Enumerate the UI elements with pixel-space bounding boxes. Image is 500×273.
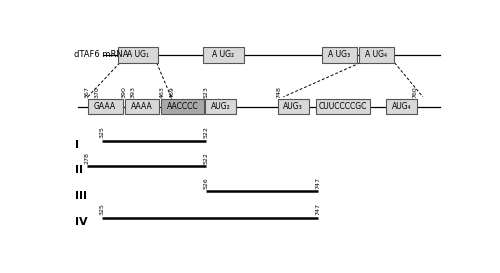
Text: A UG₁: A UG₁ bbox=[127, 50, 149, 59]
Text: I: I bbox=[75, 140, 79, 150]
FancyBboxPatch shape bbox=[203, 47, 243, 63]
Text: dTAF6 mRNA: dTAF6 mRNA bbox=[74, 50, 128, 59]
Text: 522: 522 bbox=[204, 152, 208, 164]
Text: 747: 747 bbox=[316, 203, 321, 215]
FancyBboxPatch shape bbox=[316, 99, 370, 114]
Text: GAAA: GAAA bbox=[94, 102, 116, 111]
FancyBboxPatch shape bbox=[118, 47, 158, 63]
Text: 370: 370 bbox=[95, 86, 100, 97]
FancyBboxPatch shape bbox=[124, 99, 160, 114]
Text: 469: 469 bbox=[170, 86, 174, 97]
Text: 325: 325 bbox=[100, 127, 105, 138]
Text: 393: 393 bbox=[131, 85, 136, 97]
Text: AUG₃: AUG₃ bbox=[283, 102, 303, 111]
Text: 390: 390 bbox=[121, 86, 126, 97]
Text: AACCCC: AACCCC bbox=[167, 102, 198, 111]
Text: 748: 748 bbox=[276, 86, 281, 97]
Text: III: III bbox=[75, 191, 87, 201]
FancyBboxPatch shape bbox=[386, 99, 417, 114]
FancyBboxPatch shape bbox=[162, 99, 204, 114]
Text: IV: IV bbox=[75, 217, 88, 227]
FancyBboxPatch shape bbox=[359, 47, 394, 63]
Text: AUG₄: AUG₄ bbox=[392, 102, 411, 111]
Text: 747: 747 bbox=[316, 177, 321, 189]
Text: A UG₂: A UG₂ bbox=[212, 50, 234, 59]
Text: 463: 463 bbox=[160, 86, 164, 97]
Text: 325: 325 bbox=[100, 203, 105, 215]
Text: AUG₂: AUG₂ bbox=[210, 102, 231, 111]
FancyBboxPatch shape bbox=[88, 99, 122, 114]
Text: 526: 526 bbox=[204, 177, 208, 189]
Text: 523: 523 bbox=[204, 86, 208, 97]
Text: 367: 367 bbox=[85, 86, 90, 97]
Text: 278: 278 bbox=[85, 152, 90, 164]
Text: 760: 760 bbox=[412, 86, 417, 97]
Text: A UG₄: A UG₄ bbox=[366, 50, 388, 59]
Text: II: II bbox=[75, 165, 83, 176]
Text: A UG₃: A UG₃ bbox=[328, 50, 350, 59]
Text: AAAA: AAAA bbox=[131, 102, 153, 111]
Text: CUUCCCCGC: CUUCCCCGC bbox=[319, 102, 367, 111]
FancyBboxPatch shape bbox=[278, 99, 308, 114]
FancyBboxPatch shape bbox=[205, 99, 236, 114]
FancyBboxPatch shape bbox=[322, 47, 357, 63]
Text: 522: 522 bbox=[204, 127, 208, 138]
